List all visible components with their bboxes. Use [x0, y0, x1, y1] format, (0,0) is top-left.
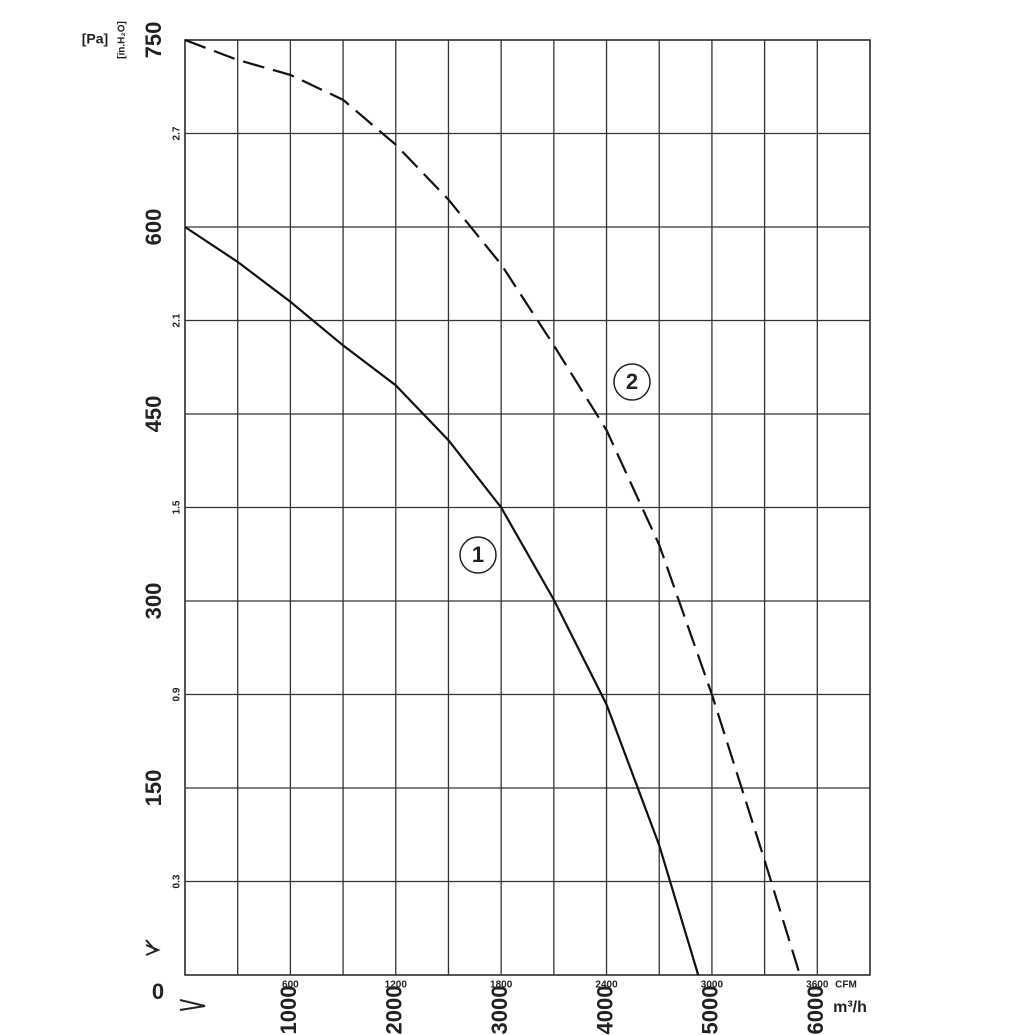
x-tick-label: 3000 [487, 986, 512, 1035]
axis-arrow [145, 939, 161, 956]
x2-tick-label: 600 [282, 980, 299, 991]
y-tick-label: 150 [141, 770, 166, 807]
y2-tick-label: 0.9 [172, 687, 183, 701]
x-tick-label: 5000 [698, 986, 723, 1035]
x-tick-label: 1000 [276, 986, 301, 1035]
y-tick-label: 0 [152, 979, 164, 1004]
y-tick-label: 600 [141, 209, 166, 246]
x-tick-label: 2000 [382, 986, 407, 1035]
y-axis-label: [Pa] [82, 31, 108, 47]
y2-axis-label: [in.H₂O] [117, 21, 128, 59]
y-tick-label: 750 [141, 22, 166, 59]
x2-tick-label: 3000 [701, 980, 724, 991]
x2-axis-label: CFM [835, 980, 857, 991]
x2-tick-label: 2400 [595, 980, 618, 991]
x-tick-label: 6000 [803, 986, 828, 1035]
y-tick-label: 300 [141, 583, 166, 620]
y-tick-label: 450 [141, 396, 166, 433]
y2-tick-label: 2.7 [172, 126, 183, 140]
curve-label-circle [459, 536, 497, 574]
x-axis-label: m³/h [833, 999, 867, 1016]
curve-label: 2 [626, 369, 638, 394]
x2-tick-label: 3600 [806, 980, 829, 991]
y2-tick-label: 2.1 [172, 313, 183, 327]
x2-tick-label: 1800 [490, 980, 513, 991]
curve [184, 226, 700, 976]
curve [184, 38, 801, 976]
curve-label-circle [613, 363, 651, 401]
axis-arrow [179, 999, 206, 1011]
y2-tick-label: 0.3 [172, 874, 183, 888]
curve-label: 1 [472, 542, 484, 567]
y2-tick-label: 1.5 [172, 500, 183, 514]
x-tick-label: 4000 [592, 986, 617, 1035]
x2-tick-label: 1200 [385, 980, 408, 991]
